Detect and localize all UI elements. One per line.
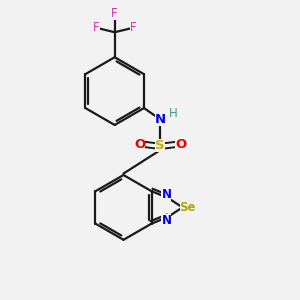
Text: S: S xyxy=(155,139,165,152)
Text: F: F xyxy=(130,21,136,34)
Text: N: N xyxy=(154,113,166,126)
Text: O: O xyxy=(175,138,186,151)
Text: N: N xyxy=(161,188,171,201)
Text: N: N xyxy=(161,214,171,227)
Text: H: H xyxy=(169,107,178,120)
Text: O: O xyxy=(134,138,145,151)
Text: Se: Se xyxy=(179,201,196,214)
Text: F: F xyxy=(111,8,118,20)
Text: F: F xyxy=(93,21,100,34)
